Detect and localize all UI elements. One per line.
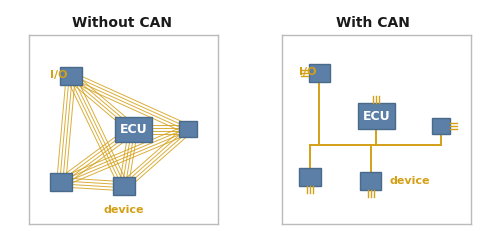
Text: device: device [390,176,430,185]
FancyBboxPatch shape [113,177,134,195]
Text: Without CAN: Without CAN [72,16,172,30]
Text: I/O: I/O [298,67,316,77]
FancyBboxPatch shape [60,67,82,85]
Text: With CAN: With CAN [336,16,409,30]
FancyBboxPatch shape [360,171,382,189]
FancyBboxPatch shape [432,118,450,134]
FancyBboxPatch shape [179,121,197,137]
Text: ECU: ECU [120,123,147,136]
FancyBboxPatch shape [50,173,72,191]
FancyBboxPatch shape [358,103,395,129]
Text: I/O: I/O [50,70,68,80]
Text: device: device [104,205,144,215]
FancyBboxPatch shape [299,168,321,186]
Text: ECU: ECU [362,109,390,123]
FancyBboxPatch shape [115,117,152,142]
FancyBboxPatch shape [308,64,330,82]
